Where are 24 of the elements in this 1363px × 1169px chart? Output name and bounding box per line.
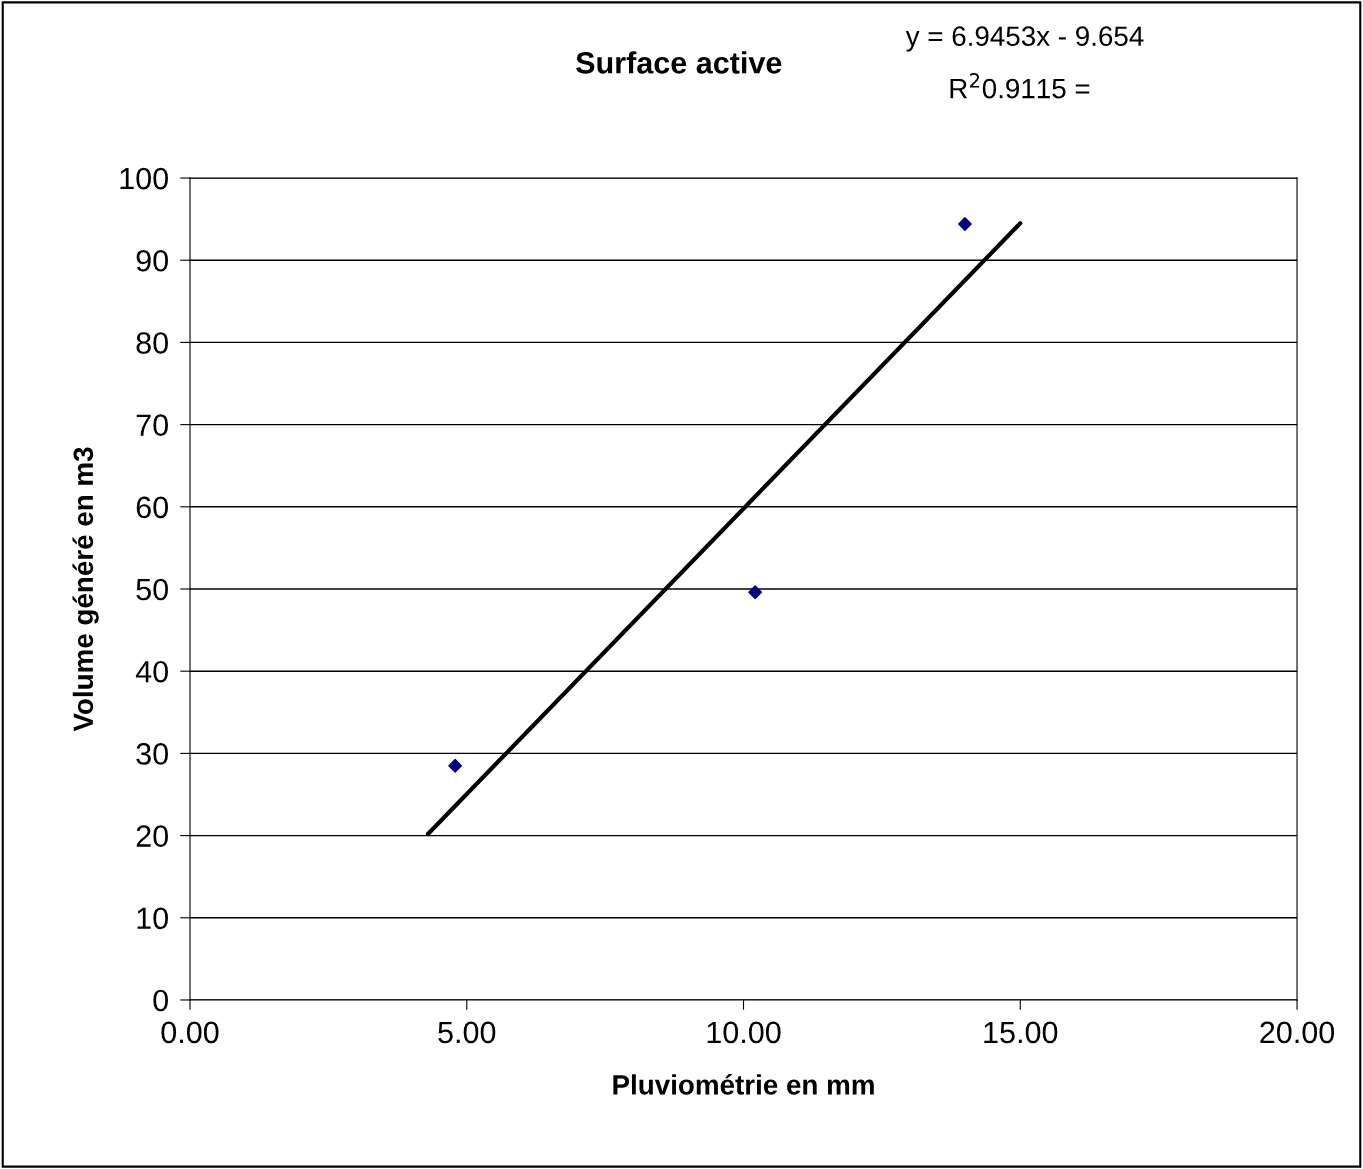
- y-tick-label: 40: [135, 660, 168, 683]
- point: [748, 585, 763, 600]
- y-tick-label: 10: [137, 907, 168, 930]
- x-tick-label: 5.00: [438, 1021, 496, 1044]
- x-tick-label: 20.00: [1260, 1021, 1335, 1044]
- y-tick-label: 100: [120, 167, 168, 190]
- y-tick-label: 60: [136, 496, 168, 519]
- chart-title: Surface active: [576, 51, 782, 74]
- y-tick-label: 0: [153, 989, 168, 1012]
- x-tick-label: 10.00: [707, 1021, 781, 1044]
- y-axis-title: Volume généré en m3: [72, 447, 99, 732]
- x-tick-label: 15.00: [984, 1021, 1058, 1044]
- point: [448, 758, 463, 773]
- x-axis-title: Pluviométrie en mm: [613, 1074, 874, 1095]
- y-tick-label: 80: [136, 332, 168, 354]
- y-tick-label: 20: [136, 825, 168, 847]
- y-tick-label: 30: [136, 743, 168, 765]
- y-tick-label: 50: [136, 578, 168, 601]
- y-tick-label: 70: [136, 414, 168, 436]
- text: y = 6.9453x - 9.654: [905, 26, 1144, 52]
- text: R$^{2}$0.9115 =: [950, 73, 1090, 99]
- y-tick-label: 90: [136, 249, 168, 272]
- point: [958, 217, 972, 231]
- x-tick-label: 0.00: [161, 1021, 219, 1044]
